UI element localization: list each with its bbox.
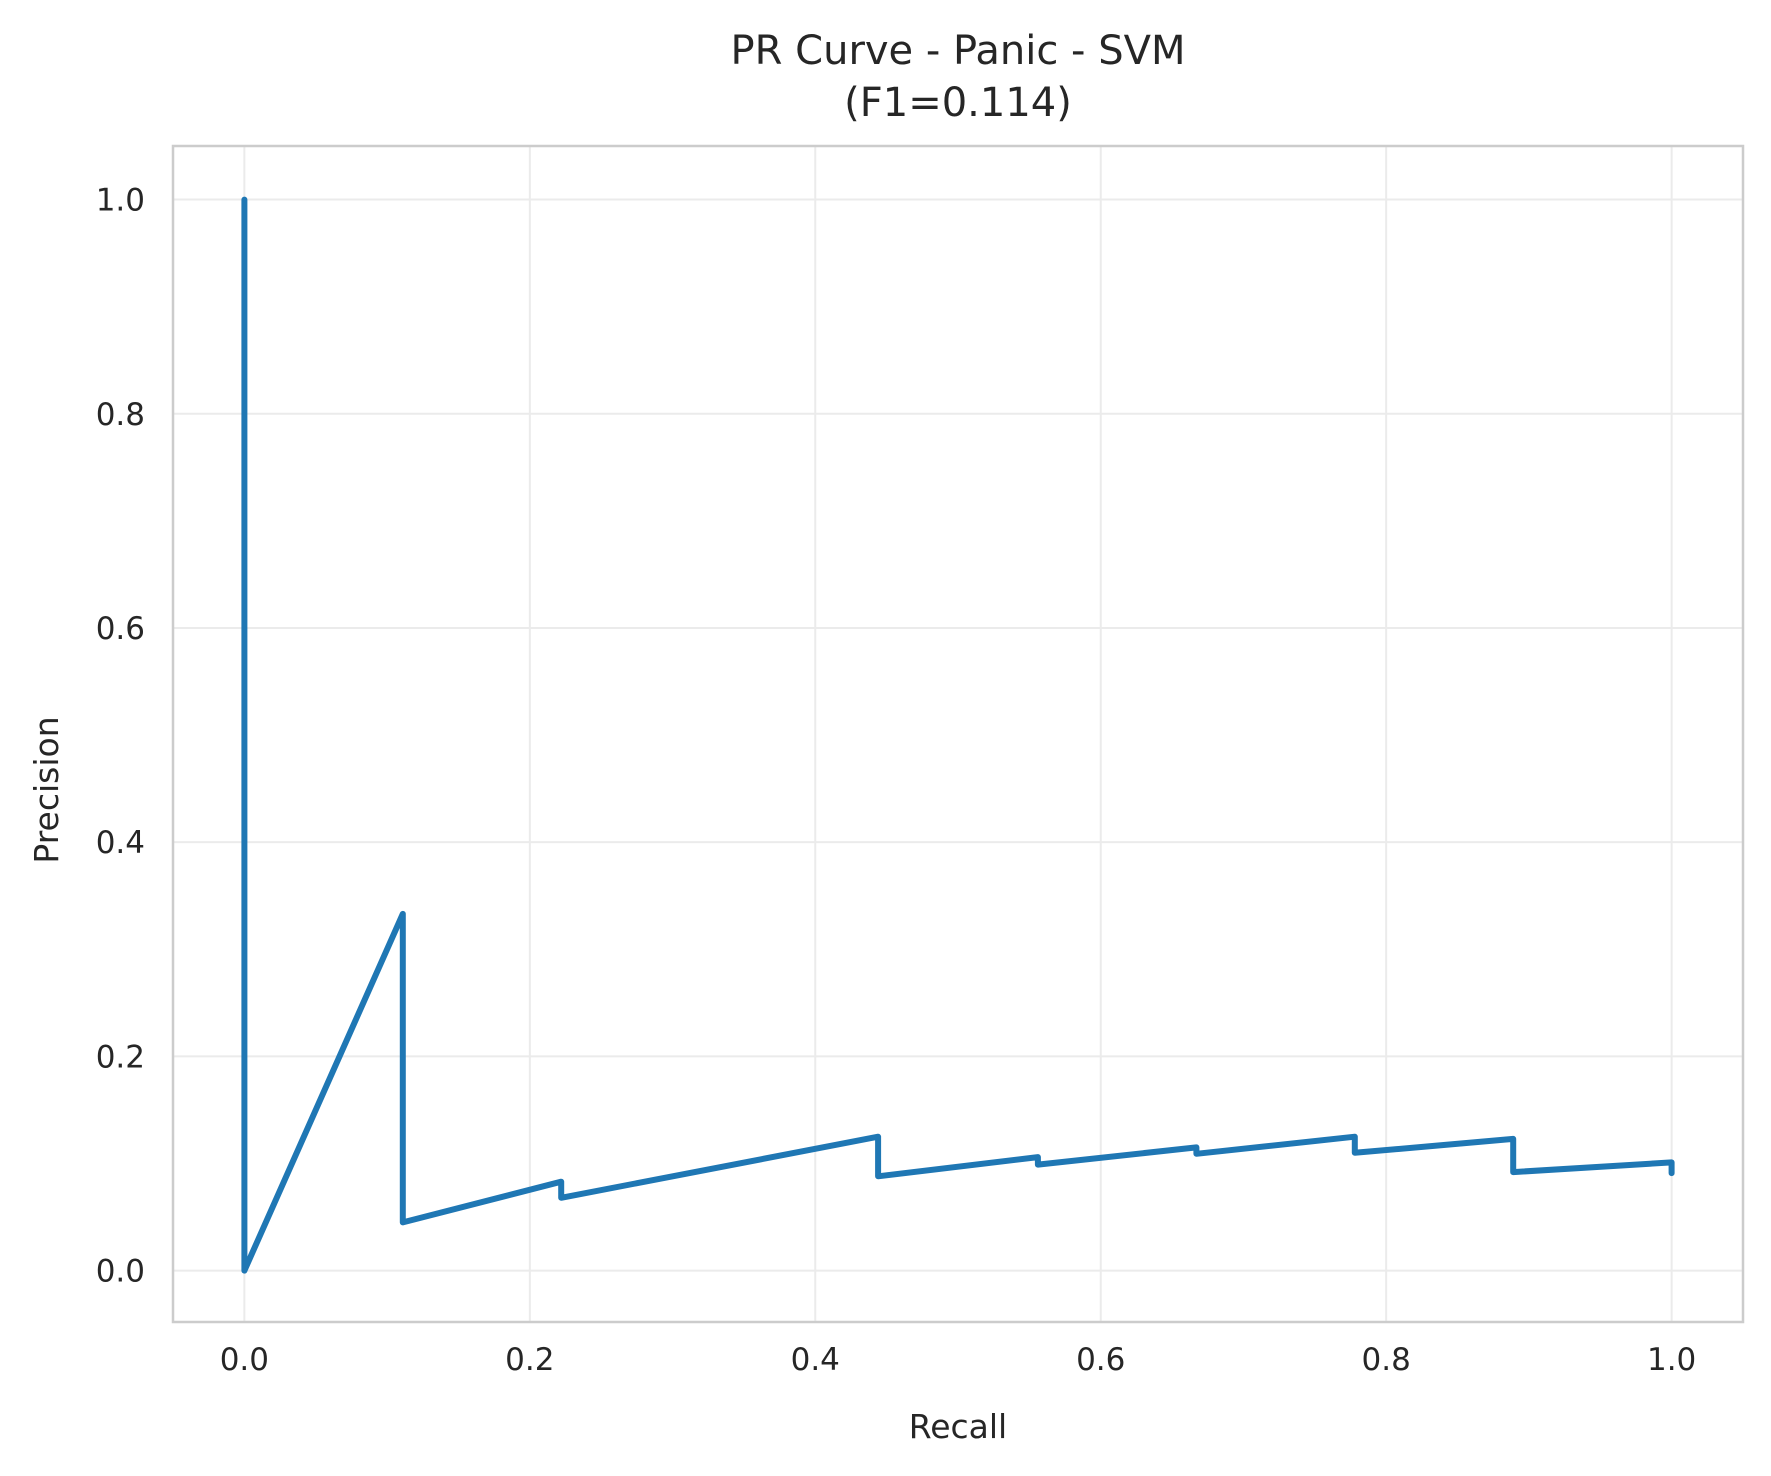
x-tick-label: 0.4 [791,1342,840,1378]
y-tick-label: 0.0 [96,1254,145,1290]
y-tick-label: 0.8 [96,397,145,433]
chart-subtitle: (F1=0.114) [844,80,1072,126]
x-tick-label: 0.2 [505,1342,554,1378]
grid [173,146,1743,1322]
pr-curve-line [241,196,1675,1274]
y-tick-labels: 0.0 0.2 0.4 0.6 0.8 1.0 [96,183,145,1290]
x-tick-label: 0.0 [220,1342,269,1378]
series-group [241,196,1675,1274]
x-tick-label: 1.0 [1647,1342,1696,1378]
x-axis-label: Recall [909,1407,1007,1446]
x-tick-label: 0.6 [1076,1342,1125,1378]
y-tick-label: 0.6 [96,611,145,647]
x-tick-labels: 0.0 0.2 0.4 0.6 0.8 1.0 [220,1342,1697,1378]
y-tick-label: 0.4 [96,825,145,861]
y-tick-label: 0.2 [96,1039,145,1075]
x-tick-label: 0.8 [1362,1342,1411,1378]
y-tick-label: 1.0 [96,183,145,219]
plot-frame [171,144,1745,1324]
y-axis-label: Precision [27,716,66,863]
chart-title: PR Curve - Panic - SVM [731,28,1186,74]
